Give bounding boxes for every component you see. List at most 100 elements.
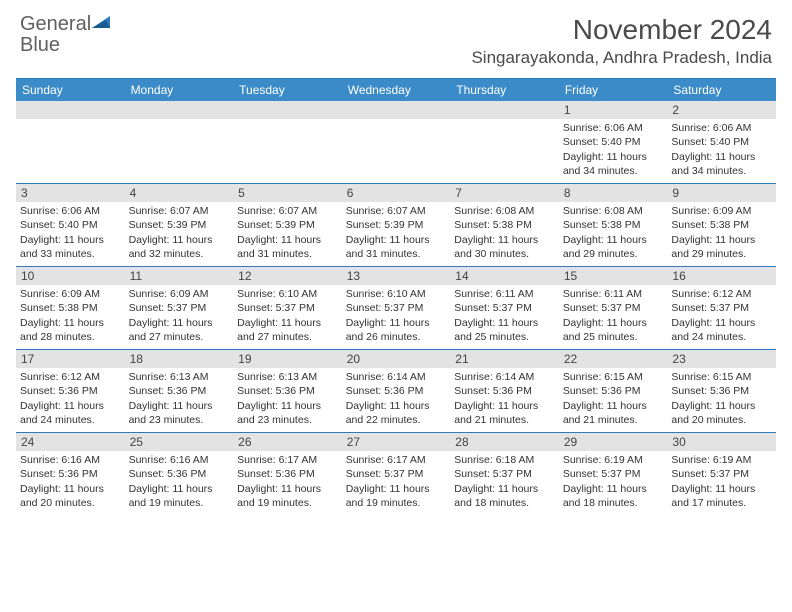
date-number: 12	[233, 267, 342, 285]
calendar-week: 10Sunrise: 6:09 AMSunset: 5:38 PMDayligh…	[16, 266, 776, 349]
daylight2-text: and 25 minutes.	[454, 330, 555, 344]
daylight2-text: and 17 minutes.	[671, 496, 772, 510]
daylight1-text: Daylight: 11 hours	[454, 233, 555, 247]
sunrise-text: Sunrise: 6:08 AM	[454, 204, 555, 218]
calendar-cell: 1Sunrise: 6:06 AMSunset: 5:40 PMDaylight…	[559, 101, 668, 183]
title-block: November 2024 Singarayakonda, Andhra Pra…	[471, 14, 772, 68]
daylight2-text: and 33 minutes.	[20, 247, 121, 261]
sunrise-text: Sunrise: 6:13 AM	[129, 370, 230, 384]
daylight1-text: Daylight: 11 hours	[20, 482, 121, 496]
calendar-cell	[125, 101, 234, 183]
sunrise-text: Sunrise: 6:06 AM	[671, 121, 772, 135]
calendar-week: 24Sunrise: 6:16 AMSunset: 5:36 PMDayligh…	[16, 432, 776, 515]
daylight1-text: Daylight: 11 hours	[671, 399, 772, 413]
daylight1-text: Daylight: 11 hours	[671, 482, 772, 496]
calendar-cell: 3Sunrise: 6:06 AMSunset: 5:40 PMDaylight…	[16, 184, 125, 266]
date-number: 1	[559, 101, 668, 119]
calendar-cell: 2Sunrise: 6:06 AMSunset: 5:40 PMDaylight…	[667, 101, 776, 183]
daylight2-text: and 27 minutes.	[237, 330, 338, 344]
daylight2-text: and 29 minutes.	[671, 247, 772, 261]
sunrise-text: Sunrise: 6:15 AM	[563, 370, 664, 384]
daylight1-text: Daylight: 11 hours	[237, 399, 338, 413]
sunset-text: Sunset: 5:37 PM	[563, 467, 664, 481]
sunrise-text: Sunrise: 6:17 AM	[237, 453, 338, 467]
sunset-text: Sunset: 5:37 PM	[346, 301, 447, 315]
calendar-cell: 24Sunrise: 6:16 AMSunset: 5:36 PMDayligh…	[16, 433, 125, 515]
day-name: Tuesday	[233, 79, 342, 101]
date-number: 2	[667, 101, 776, 119]
date-number	[233, 101, 342, 119]
sunset-text: Sunset: 5:37 PM	[671, 301, 772, 315]
sunrise-text: Sunrise: 6:06 AM	[20, 204, 121, 218]
daylight2-text: and 20 minutes.	[20, 496, 121, 510]
calendar-cell: 9Sunrise: 6:09 AMSunset: 5:38 PMDaylight…	[667, 184, 776, 266]
sunrise-text: Sunrise: 6:10 AM	[346, 287, 447, 301]
sunset-text: Sunset: 5:36 PM	[346, 384, 447, 398]
daylight1-text: Daylight: 11 hours	[563, 482, 664, 496]
day-name: Sunday	[16, 79, 125, 101]
sunset-text: Sunset: 5:38 PM	[671, 218, 772, 232]
date-number: 19	[233, 350, 342, 368]
daylight2-text: and 26 minutes.	[346, 330, 447, 344]
date-number: 28	[450, 433, 559, 451]
daylight2-text: and 22 minutes.	[346, 413, 447, 427]
sunrise-text: Sunrise: 6:19 AM	[671, 453, 772, 467]
sunrise-text: Sunrise: 6:07 AM	[129, 204, 230, 218]
date-number: 4	[125, 184, 234, 202]
daylight1-text: Daylight: 11 hours	[671, 150, 772, 164]
sunrise-text: Sunrise: 6:07 AM	[346, 204, 447, 218]
daylight2-text: and 21 minutes.	[454, 413, 555, 427]
sunset-text: Sunset: 5:37 PM	[454, 467, 555, 481]
calendar-body: 1Sunrise: 6:06 AMSunset: 5:40 PMDaylight…	[16, 101, 776, 515]
date-number: 5	[233, 184, 342, 202]
date-number	[450, 101, 559, 119]
sunrise-text: Sunrise: 6:16 AM	[129, 453, 230, 467]
date-number: 11	[125, 267, 234, 285]
sunset-text: Sunset: 5:39 PM	[237, 218, 338, 232]
calendar-cell: 20Sunrise: 6:14 AMSunset: 5:36 PMDayligh…	[342, 350, 451, 432]
daylight2-text: and 25 minutes.	[563, 330, 664, 344]
date-number: 6	[342, 184, 451, 202]
header: General Blue November 2024 Singarayakond…	[0, 0, 792, 72]
date-number	[125, 101, 234, 119]
sunset-text: Sunset: 5:36 PM	[129, 384, 230, 398]
date-number: 7	[450, 184, 559, 202]
sunrise-text: Sunrise: 6:09 AM	[671, 204, 772, 218]
date-number: 13	[342, 267, 451, 285]
sunrise-text: Sunrise: 6:11 AM	[454, 287, 555, 301]
daylight2-text: and 29 minutes.	[563, 247, 664, 261]
date-number: 23	[667, 350, 776, 368]
date-number: 17	[16, 350, 125, 368]
daylight2-text: and 20 minutes.	[671, 413, 772, 427]
daylight1-text: Daylight: 11 hours	[454, 482, 555, 496]
sunset-text: Sunset: 5:38 PM	[20, 301, 121, 315]
calendar: Sunday Monday Tuesday Wednesday Thursday…	[16, 78, 776, 515]
calendar-cell: 17Sunrise: 6:12 AMSunset: 5:36 PMDayligh…	[16, 350, 125, 432]
calendar-cell: 21Sunrise: 6:14 AMSunset: 5:36 PMDayligh…	[450, 350, 559, 432]
daylight1-text: Daylight: 11 hours	[20, 316, 121, 330]
sunrise-text: Sunrise: 6:15 AM	[671, 370, 772, 384]
daylight1-text: Daylight: 11 hours	[129, 482, 230, 496]
calendar-cell	[450, 101, 559, 183]
daylight2-text: and 34 minutes.	[563, 164, 664, 178]
date-number: 9	[667, 184, 776, 202]
sunrise-text: Sunrise: 6:12 AM	[671, 287, 772, 301]
sunrise-text: Sunrise: 6:13 AM	[237, 370, 338, 384]
sunset-text: Sunset: 5:37 PM	[237, 301, 338, 315]
daylight1-text: Daylight: 11 hours	[129, 316, 230, 330]
sunrise-text: Sunrise: 6:18 AM	[454, 453, 555, 467]
date-number: 15	[559, 267, 668, 285]
day-name: Friday	[559, 79, 668, 101]
calendar-cell: 4Sunrise: 6:07 AMSunset: 5:39 PMDaylight…	[125, 184, 234, 266]
calendar-cell: 29Sunrise: 6:19 AMSunset: 5:37 PMDayligh…	[559, 433, 668, 515]
sunrise-text: Sunrise: 6:06 AM	[563, 121, 664, 135]
calendar-week: 17Sunrise: 6:12 AMSunset: 5:36 PMDayligh…	[16, 349, 776, 432]
daylight1-text: Daylight: 11 hours	[563, 150, 664, 164]
daylight2-text: and 19 minutes.	[346, 496, 447, 510]
day-name: Wednesday	[342, 79, 451, 101]
daylight2-text: and 19 minutes.	[237, 496, 338, 510]
daylight1-text: Daylight: 11 hours	[129, 399, 230, 413]
date-number: 22	[559, 350, 668, 368]
date-number: 14	[450, 267, 559, 285]
sunset-text: Sunset: 5:39 PM	[129, 218, 230, 232]
